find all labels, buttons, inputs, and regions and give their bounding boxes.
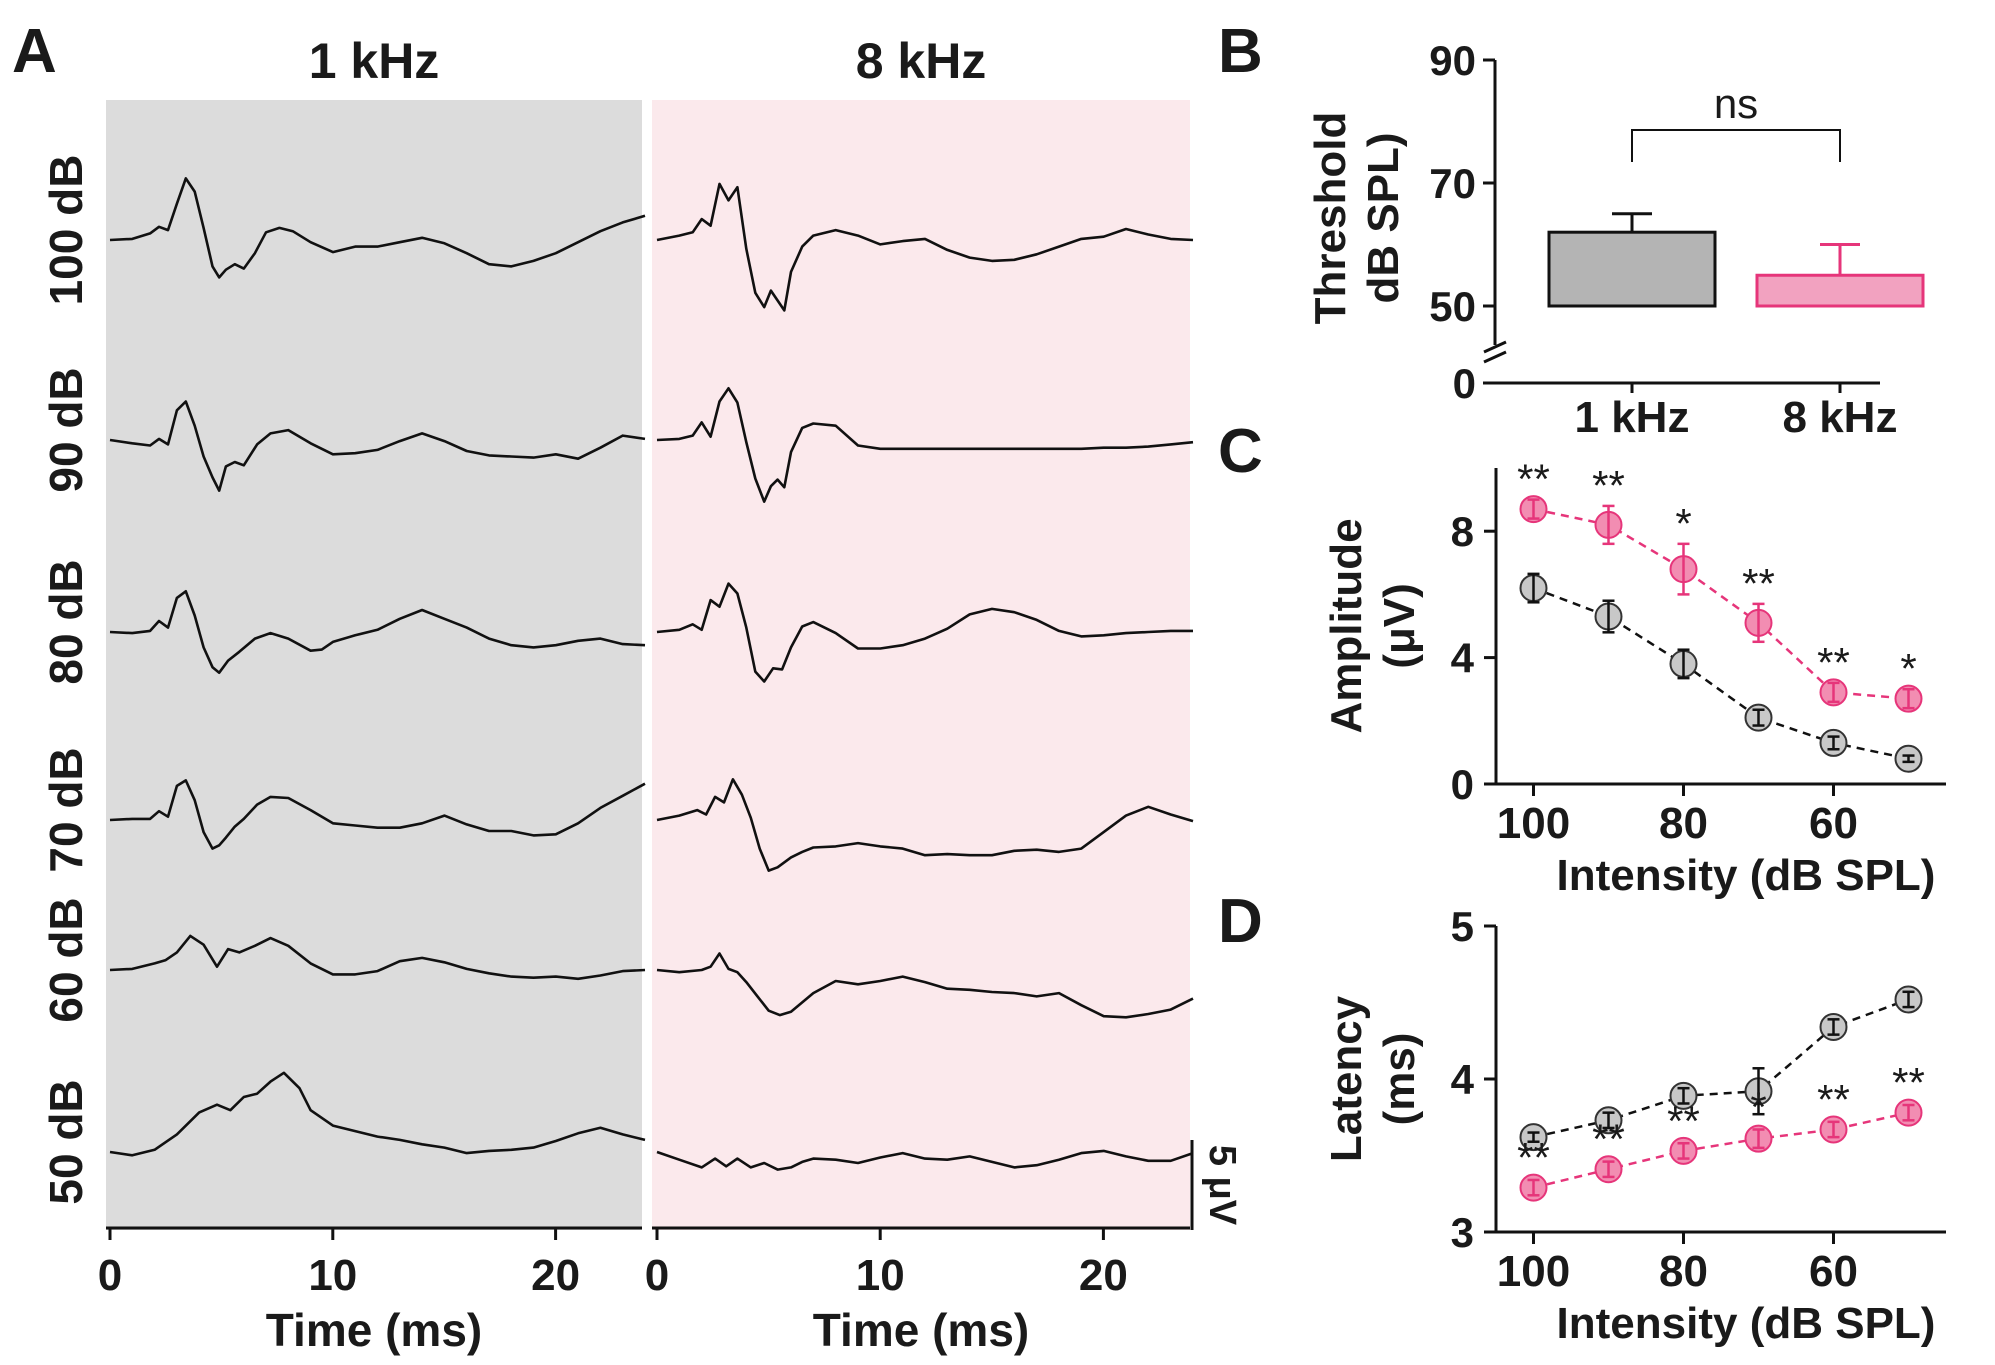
abr-trace	[656, 1149, 1194, 1171]
x-tick-label: 60	[1809, 1247, 1858, 1296]
y-tick-label: 70	[1429, 160, 1476, 207]
y-tick-label: 4	[1451, 635, 1475, 682]
panel-a-background-2	[652, 100, 1190, 1230]
significance-marker: **	[1592, 1116, 1625, 1163]
panel-a-column-title: 1 kHz	[309, 33, 440, 89]
x-tick-label: 10	[308, 1251, 357, 1300]
panel-a-x-axis-label: Time (ms)	[266, 1304, 482, 1356]
abr-trace	[109, 779, 646, 850]
abr-trace	[109, 177, 646, 279]
abr-trace	[109, 1071, 646, 1157]
panel-label-d: D	[1218, 887, 1263, 956]
series-line	[1533, 586, 1909, 760]
series-line	[1533, 507, 1909, 700]
y-tick-label: 8	[1451, 508, 1474, 555]
x-axis-label: Intensity (dB SPL)	[1557, 851, 1936, 900]
significance-marker: **	[1742, 560, 1775, 607]
significance-marker: **	[1892, 1059, 1925, 1106]
x-tick-label: 80	[1659, 1247, 1708, 1296]
y-tick-label: 4	[1451, 1056, 1475, 1103]
panel-a-x-axis-label: Time (ms)	[813, 1304, 1029, 1356]
x-tick-label: 0	[98, 1251, 122, 1300]
threshold-bar	[1547, 230, 1717, 308]
panel-label-a: A	[12, 17, 57, 86]
threshold-bar	[1755, 273, 1925, 308]
significance-marker: **	[1517, 456, 1550, 503]
significance-marker: **	[1592, 462, 1625, 509]
panel-a-background-1	[106, 100, 642, 1230]
x-tick-label: 20	[1079, 1251, 1128, 1300]
panel-a-row-label: 100 dB	[40, 155, 92, 306]
y-axis-label: Latency	[1322, 995, 1371, 1162]
panel-b-y-axis-label: dB SPL)	[1359, 132, 1408, 303]
x-tick-label: 60	[1809, 799, 1858, 848]
panel-a-column-title: 8 kHz	[856, 33, 987, 89]
y-tick-label: 0	[1451, 761, 1474, 808]
significance-label: ns	[1714, 80, 1758, 127]
significance-marker: **	[1667, 1097, 1700, 1144]
x-tick-label: 0	[645, 1251, 669, 1300]
abr-trace	[109, 934, 646, 981]
panel-a: A 1 kHz 8 kHz 100 dB 90 dB 80 dB 70 dB 60 dB 50…	[12, 17, 1243, 1356]
panel-label-c: C	[1218, 417, 1263, 486]
abr-trace	[656, 386, 1194, 503]
significance-marker: **	[1817, 639, 1850, 686]
abr-trace	[656, 777, 1194, 872]
y-axis-label: (ms)	[1375, 1033, 1424, 1126]
x-tick-label: 100	[1497, 799, 1570, 848]
panel-a-row-label: 50 dB	[40, 1079, 92, 1204]
x-tick-label: 8 kHz	[1783, 393, 1898, 442]
x-tick-label: 1 kHz	[1575, 393, 1690, 442]
significance-marker: **	[1817, 1076, 1850, 1123]
significance-marker: *	[1900, 645, 1916, 692]
x-axis-label: Intensity (dB SPL)	[1557, 1299, 1936, 1348]
y-tick-label: 3	[1451, 1209, 1474, 1256]
x-tick-label: 10	[856, 1251, 905, 1300]
y-axis-label: (μV)	[1375, 583, 1424, 669]
significance-bracket	[1631, 129, 1841, 162]
y-tick-label: 0	[1453, 360, 1476, 407]
panel-a-row-label: 70 dB	[40, 747, 92, 872]
panel-b: B 50 70 90 0 Threshold dB SPL) 1 kHz 8 kHz ns	[1218, 17, 1925, 442]
scale-bar-label: 5 μV	[1201, 1145, 1243, 1226]
panel-a-row-label: 80 dB	[40, 559, 92, 684]
axis-break	[1483, 340, 1507, 364]
x-tick-label: 20	[531, 1251, 580, 1300]
significance-marker: **	[1517, 1134, 1550, 1181]
abr-trace	[656, 952, 1194, 1019]
panel-a-row-label: 60 dB	[40, 897, 92, 1022]
y-tick-label: 5	[1451, 903, 1474, 950]
panel-label-b: B	[1218, 17, 1263, 86]
significance-marker: *	[1675, 500, 1691, 547]
y-axis-label: Amplitude	[1322, 518, 1371, 733]
significance-marker: *	[1750, 1083, 1766, 1130]
panel-b-y-axis-label: Threshold	[1306, 112, 1355, 325]
abr-trace	[656, 582, 1193, 683]
abr-trace	[109, 589, 646, 675]
abr-trace	[109, 400, 646, 492]
series-line	[1533, 998, 1909, 1139]
y-tick-label: 50	[1429, 283, 1476, 330]
x-tick-label: 80	[1659, 799, 1708, 848]
panel-a-row-label: 90 dB	[40, 367, 92, 492]
x-tick-label: 100	[1497, 1247, 1570, 1296]
y-tick-label: 90	[1429, 37, 1476, 84]
abr-trace	[656, 182, 1194, 312]
